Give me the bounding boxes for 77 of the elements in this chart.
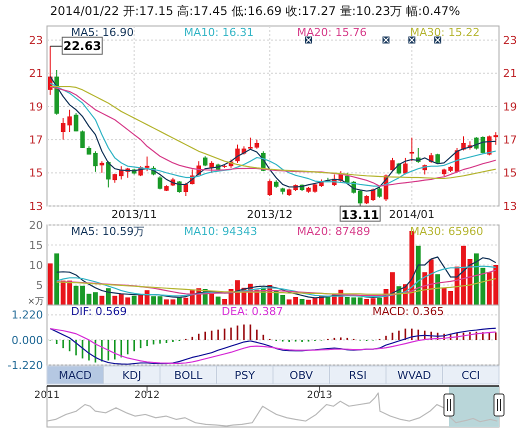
text: MA5: 10.59万 xyxy=(71,225,145,238)
text: MA10: 16.31 xyxy=(184,26,254,39)
text: KDJ xyxy=(122,369,142,382)
y-tick-label: 15 xyxy=(29,238,43,252)
series-label: DIF: 0.569 xyxy=(71,305,127,318)
y2-tick-label: 23 xyxy=(503,34,517,47)
y-tick-label: 1.220 xyxy=(12,308,43,322)
text: DEA: 0.387 xyxy=(222,305,284,318)
text: MA20: 15.76 xyxy=(297,26,367,39)
x-tick-label: 2013/12 xyxy=(246,208,293,221)
y-tick-label: 10 xyxy=(29,258,43,272)
series-label: MACD: 0.365 xyxy=(372,305,444,318)
y-tick-label: 5 xyxy=(36,278,43,292)
bar xyxy=(99,296,104,305)
candlestick xyxy=(248,137,253,150)
x-tick-label: 2013/11 xyxy=(111,208,158,221)
text: MACD xyxy=(58,369,92,382)
candlestick xyxy=(268,178,272,197)
y-tick-label: 17 xyxy=(29,133,43,146)
y2-tick-label: 15 xyxy=(503,166,517,180)
text: MA10: 94343 xyxy=(184,225,258,238)
text: MA30: 15.22 xyxy=(410,26,480,39)
annotation: 13.11 xyxy=(341,208,380,222)
x-tick-label: 2013 xyxy=(306,390,332,401)
y-tick-label: -1.220 xyxy=(8,358,43,372)
candlestick xyxy=(403,157,408,175)
candlestick xyxy=(377,186,382,198)
candlestick xyxy=(390,157,395,172)
text: MA20: 87489 xyxy=(297,225,370,238)
y-axis-title: ×万 xyxy=(27,297,44,307)
line-series xyxy=(56,278,496,295)
annotation: 22.63 xyxy=(63,39,102,54)
y2-tick-label: 21 xyxy=(503,67,517,80)
candlestick xyxy=(100,160,104,174)
candlestick xyxy=(184,182,188,197)
candlestick xyxy=(112,173,118,184)
bar xyxy=(209,294,214,305)
y-tick-label: 0.000 xyxy=(12,334,43,347)
candlestick xyxy=(158,176,162,190)
candlestick xyxy=(364,196,369,204)
bar xyxy=(300,299,304,305)
candlestick xyxy=(358,190,362,204)
candlestick xyxy=(60,118,66,140)
text: BOLL xyxy=(174,369,204,382)
y-tick-label: 19 xyxy=(29,100,43,114)
candlestick xyxy=(202,156,208,167)
y2-tick-label: 17 xyxy=(503,133,517,146)
candlestick xyxy=(144,156,150,172)
text: MA5: 16.90 xyxy=(71,26,134,39)
y2-tick-label: 19 xyxy=(503,100,517,114)
text: MA30: 65960 xyxy=(410,225,484,238)
candlestick xyxy=(410,137,414,162)
y-tick-label: 20 xyxy=(29,218,43,232)
bar xyxy=(377,298,382,305)
candlestick xyxy=(93,150,98,172)
x-tick-label: 2011 xyxy=(34,390,60,401)
candlestick xyxy=(254,139,260,150)
y-tick-label: 15 xyxy=(29,166,43,180)
y-tick-label: 23 xyxy=(29,34,43,47)
candlestick xyxy=(80,130,85,148)
text: WVAD xyxy=(397,369,432,382)
x-tick-label: 2014/01 xyxy=(388,208,435,221)
chart-title: 2014/01/22 开:17.15 高:17.45 低:16.69 收:17.27 量:10.23万 幅:0.47% xyxy=(50,4,460,18)
x-tick-label: 2012 xyxy=(134,390,160,401)
y2-tick-label: 13 xyxy=(503,200,517,213)
text: PSY xyxy=(234,369,256,382)
bar xyxy=(216,296,221,305)
bar xyxy=(48,263,53,305)
candlestick xyxy=(67,109,72,133)
text: CCI xyxy=(461,369,480,382)
y-tick-label: 13 xyxy=(29,200,43,213)
candlestick xyxy=(494,132,498,146)
candlestick xyxy=(106,160,111,188)
text: RSI xyxy=(348,369,367,382)
y-tick-label: 21 xyxy=(29,67,43,80)
text: OBV xyxy=(290,369,314,382)
candlestick xyxy=(74,112,78,132)
